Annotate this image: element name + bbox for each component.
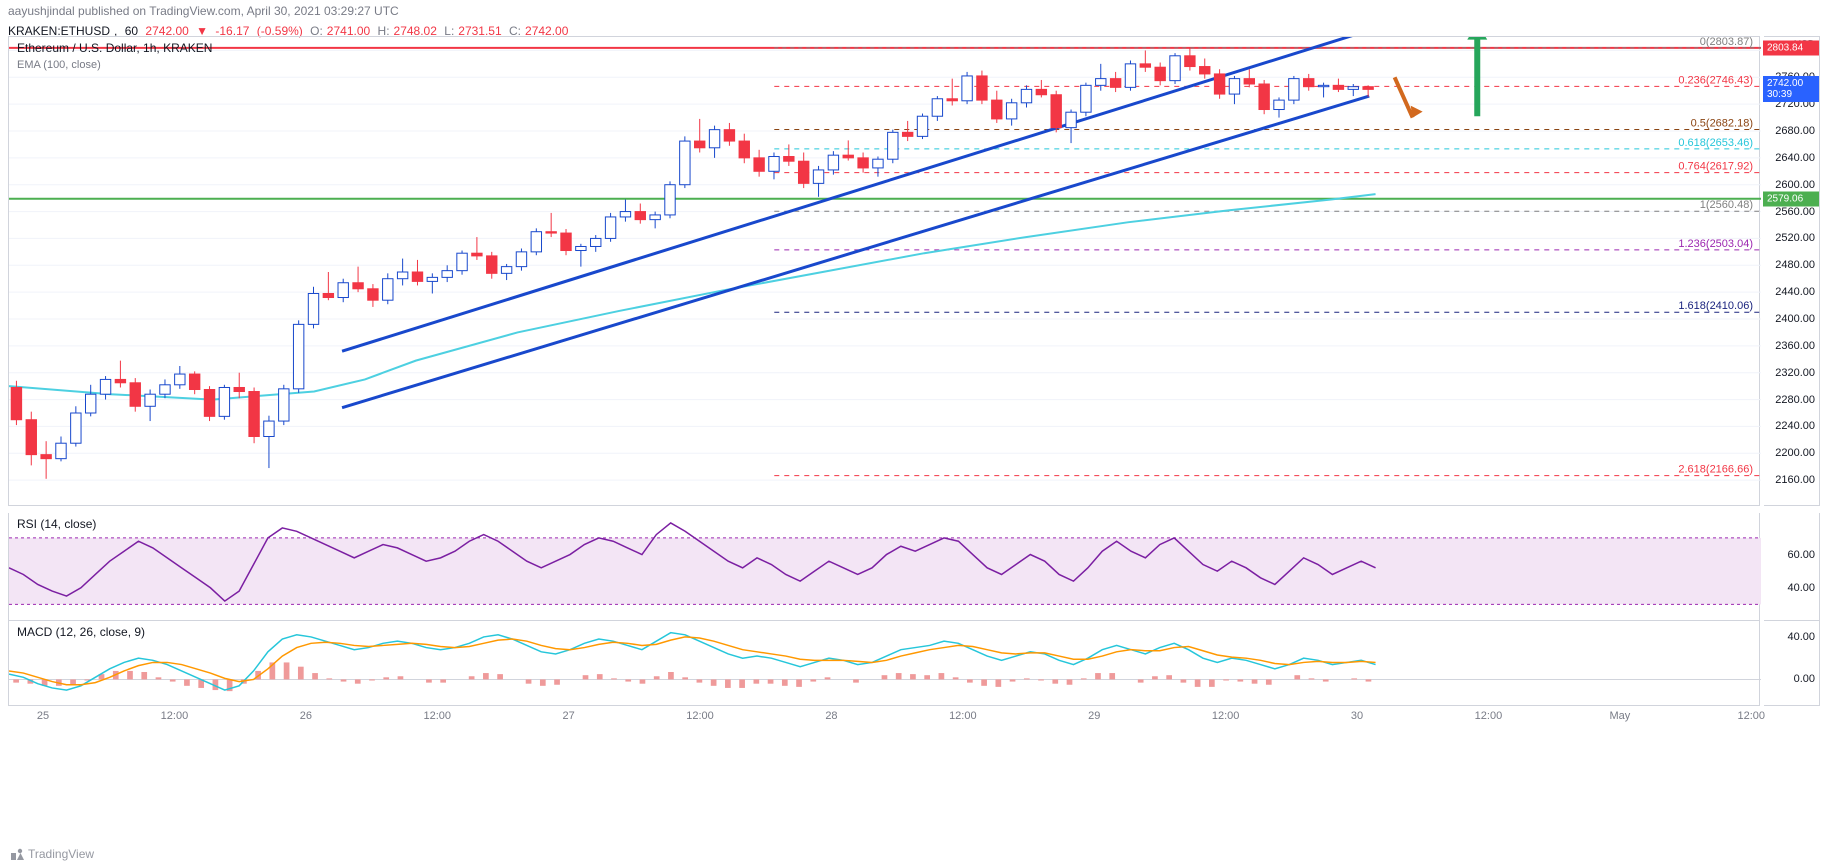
- svg-text:0.236(2746.43): 0.236(2746.43): [1678, 74, 1753, 86]
- svg-text:0.764(2617.92): 0.764(2617.92): [1678, 161, 1753, 173]
- price-chart-panel[interactable]: Ethereum / U.S. Dollar, 1h, KRAKEN EMA (…: [8, 36, 1760, 506]
- svg-text:2.618(2166.66): 2.618(2166.66): [1678, 464, 1753, 476]
- svg-text:1.236(2503.04): 1.236(2503.04): [1678, 238, 1753, 250]
- tradingview-logo: TradingView: [10, 847, 94, 861]
- svg-text:1.618(2410.06): 1.618(2410.06): [1678, 300, 1753, 312]
- tv-icon: [10, 847, 24, 861]
- time-axis[interactable]: 2512:002612:002712:002812:002912:003012:…: [8, 706, 1760, 730]
- publish-info: aayushjindal published on TradingView.co…: [0, 0, 1828, 22]
- svg-text:1(2560.48): 1(2560.48): [1700, 199, 1753, 211]
- macd-yaxis[interactable]: 40.000.00: [1764, 621, 1820, 706]
- chart-container: aayushjindal published on TradingView.co…: [0, 0, 1828, 867]
- price-chart-svg: 0(2803.87) 0.236(2746.43) 0.5(2682.18) 0.61…: [9, 37, 1761, 507]
- ema-legend: EMA (100, close): [17, 59, 101, 71]
- chart-title: Ethereum / U.S. Dollar, 1h, KRAKEN: [17, 41, 212, 55]
- svg-text:0.618(2653.46): 0.618(2653.46): [1678, 137, 1753, 149]
- price-yaxis[interactable]: USD 2800.002760.002720.002680.002640.002…: [1764, 36, 1820, 506]
- macd-panel[interactable]: MACD (12, 26, close, 9): [8, 621, 1760, 706]
- watermark-text: TradingView: [28, 847, 94, 861]
- macd-svg: [9, 621, 1761, 706]
- rsi-yaxis[interactable]: 60.0040.00: [1764, 513, 1820, 621]
- macd-title: MACD (12, 26, close, 9): [17, 625, 145, 639]
- svg-text:0.5(2682.18): 0.5(2682.18): [1691, 118, 1753, 130]
- svg-text:0(2803.87): 0(2803.87): [1700, 37, 1753, 48]
- rsi-title: RSI (14, close): [17, 517, 96, 531]
- rsi-svg: [9, 513, 1761, 621]
- rsi-panel[interactable]: RSI (14, close): [8, 513, 1760, 621]
